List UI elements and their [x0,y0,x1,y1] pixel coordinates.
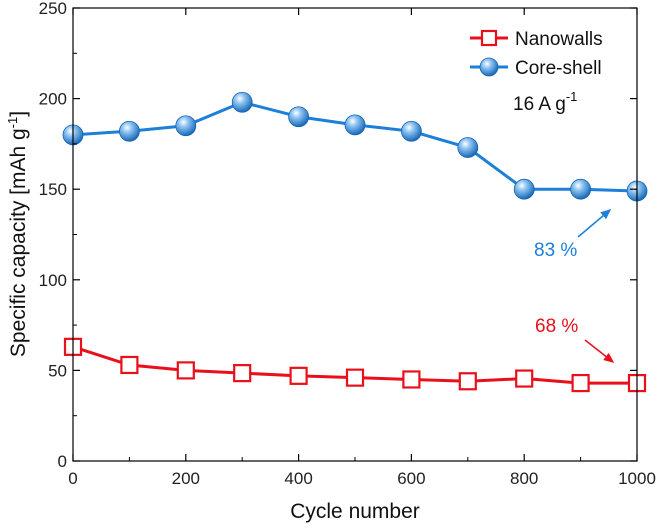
point-core-shell-600 [400,120,422,142]
y-tick-label-0: 0 [58,452,67,471]
point-core-shell-700 [457,137,479,158]
retention-label-nanowalls: 68 % [535,316,578,337]
y-tick-label-50: 50 [48,361,67,380]
point-nanowalls-700 [458,372,477,391]
legend-marker-nanowalls [480,29,498,47]
y-tick-label-200: 200 [39,90,67,109]
point-core-shell-300 [231,91,253,113]
retention-arrow-core-shell [577,209,612,238]
point-core-shell-800 [513,178,535,200]
point-nanowalls-500 [345,368,365,387]
retention-arrow-nanowalls [584,339,615,363]
legend-label-core-shell: Core-shell [515,58,602,79]
x-tick-label-600: 600 [397,469,425,488]
y-axis-title-superscript: -1 [5,117,20,129]
ticks-layer: 0 200 400 600 800 1000 0 50 100 150 200 250 [39,0,656,488]
y-tick-label-250: 250 [39,0,67,18]
point-nanowalls-200 [176,361,195,380]
point-core-shell-500 [344,114,366,136]
point-nanowalls-800 [515,369,534,388]
point-nanowalls-600 [402,370,421,389]
point-nanowalls-400 [289,366,308,385]
legend: Nanowalls Core-shell [470,29,603,79]
x-tick-label-1000: 1000 [618,469,656,488]
point-nanowalls-300 [233,364,252,383]
point-core-shell-100 [118,120,140,142]
series-layer [62,91,648,393]
x-tick-label-800: 800 [510,469,538,488]
x-tick-label-0: 0 [68,469,77,488]
point-core-shell-900 [570,178,591,200]
legend-marker-core-shell [479,57,499,77]
point-core-shell-400 [288,106,310,128]
x-axis-title: Cycle number [290,500,420,523]
y-tick-label-150: 150 [39,180,67,199]
retention-label-core-shell: 83 % [534,240,577,261]
current-density-label: 16 A g-1 [513,89,577,115]
y-tick-label-100: 100 [39,271,67,290]
x-tick-label-200: 200 [172,469,200,488]
point-nanowalls-100 [120,355,139,375]
x-tick-label-400: 400 [284,469,312,488]
current-density-superscript: -1 [566,89,578,104]
point-nanowalls-900 [571,373,590,393]
plot-frame [72,7,638,462]
y-axis-title: Specific capacity [mAh g-1] [5,111,30,357]
legend-label-nanowalls: Nanowalls [515,29,603,50]
point-core-shell-200 [175,115,197,137]
